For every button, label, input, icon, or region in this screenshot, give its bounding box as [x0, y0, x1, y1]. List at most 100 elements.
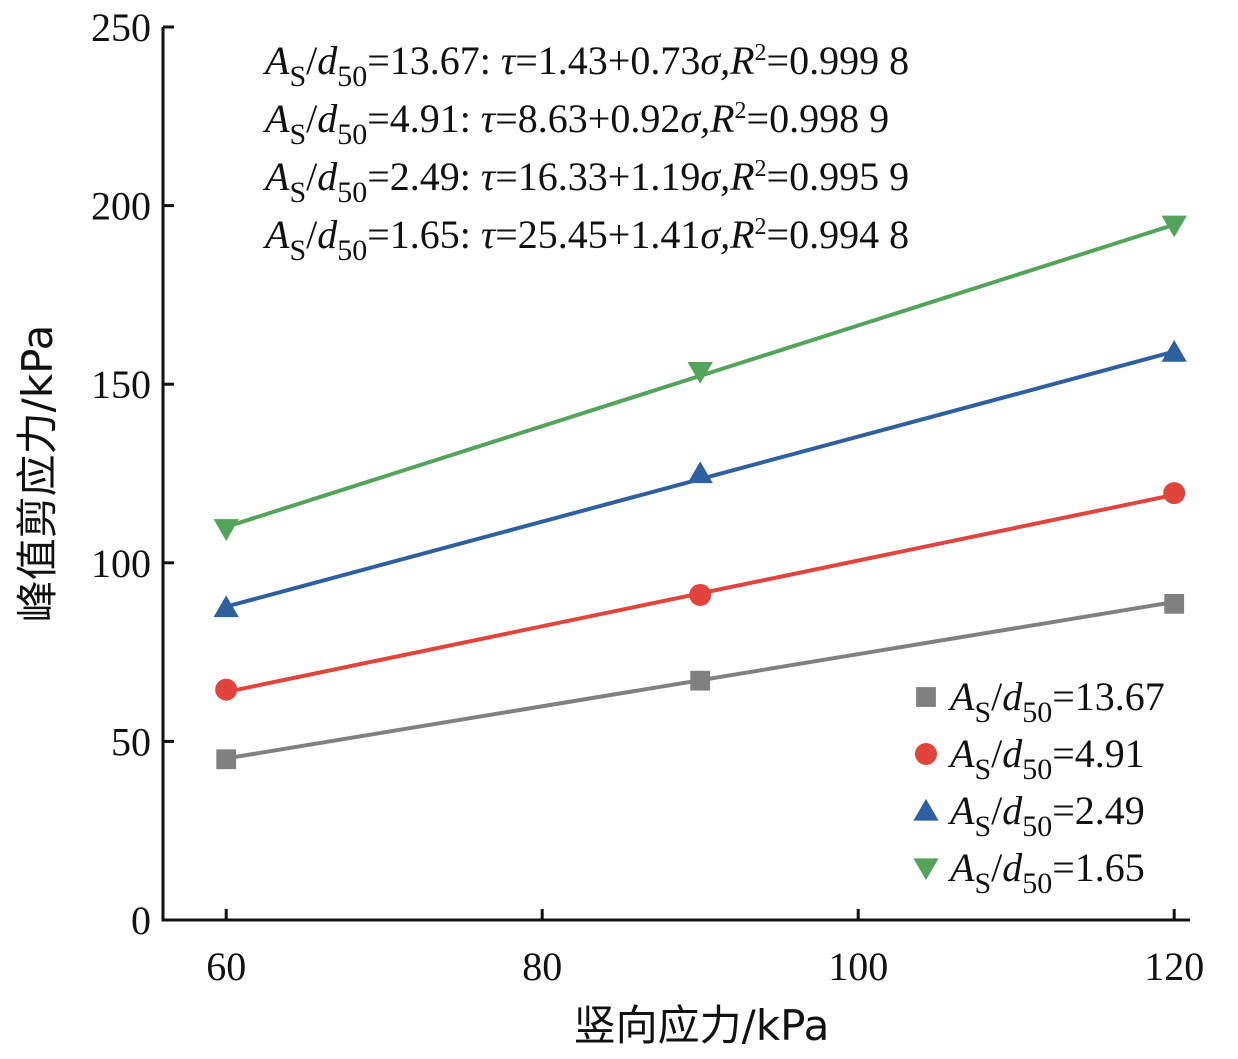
eq-a: A — [262, 154, 290, 199]
legend-value: =13.67 — [1052, 674, 1165, 719]
data-point-series-2 — [215, 678, 238, 701]
eq-sub-s: S — [289, 118, 306, 151]
legend-label-series-4: AS/d50=1.65 — [947, 845, 1145, 900]
eq-sq: 2 — [755, 214, 767, 240]
data-point-series-4 — [687, 362, 713, 384]
legend-d: d — [1002, 845, 1023, 890]
eq-slash: / — [306, 96, 318, 141]
eq-sq: 2 — [755, 40, 767, 66]
legend-marker-series-2 — [915, 743, 937, 765]
eq-sub-50: 50 — [337, 234, 367, 267]
data-point-series-1 — [690, 670, 711, 691]
legend-sub-s: S — [974, 810, 991, 843]
eq-r2: =0.994 8 — [767, 212, 910, 257]
equation-series-4: AS/d50=1.65: τ=25.45+1.41σ,R2=0.994 8 — [262, 212, 909, 267]
eq-tau: τ — [501, 38, 517, 83]
eq-d: d — [317, 212, 338, 257]
eq-sq: 2 — [755, 156, 767, 182]
legend-value: =1.65 — [1052, 845, 1145, 890]
y-tick-label: 200 — [91, 184, 151, 229]
eq-prefix: =13.67: — [367, 38, 501, 83]
plot-area — [213, 215, 1187, 770]
x-tick-label: 80 — [522, 944, 562, 989]
legend-label-series-3: AS/d50=2.49 — [947, 788, 1145, 843]
legend-slash: / — [991, 845, 1003, 890]
eq-sigma: σ — [700, 212, 721, 257]
equation-series-3: AS/d50=2.49: τ=16.33+1.19σ,R2=0.995 9 — [262, 154, 909, 209]
y-tick-label: 250 — [91, 5, 151, 50]
data-point-series-3 — [1161, 339, 1187, 362]
legend-label-series-1: AS/d50=13.67 — [947, 674, 1165, 729]
eq-sub-s: S — [289, 176, 306, 209]
eq-sub-s: S — [289, 234, 306, 267]
y-tick-label: 50 — [111, 719, 151, 764]
legend-sub-s: S — [974, 696, 991, 729]
y-tick-label: 100 — [91, 541, 151, 586]
eq-sq: 2 — [735, 98, 747, 124]
eq-d: d — [317, 96, 338, 141]
legend-a: A — [947, 674, 975, 719]
eq-prefix: =2.49: — [367, 154, 481, 199]
legend-marker-series-3 — [913, 798, 939, 821]
y-axis-title: 峰值剪应力/kPa — [13, 325, 62, 623]
legend: AS/d50=13.67AS/d50=4.91AS/d50=2.49AS/d50… — [913, 674, 1165, 900]
legend-sub-s: S — [974, 753, 991, 786]
data-point-series-2 — [1163, 482, 1186, 505]
eq-sub-50: 50 — [337, 118, 367, 151]
equation-series-1: AS/d50=13.67: τ=1.43+0.73σ,R2=0.999 8 — [262, 38, 909, 93]
legend-d: d — [1002, 788, 1023, 833]
eq-r: ,R — [700, 96, 734, 141]
legend-label-series-2: AS/d50=4.91 — [947, 731, 1145, 786]
legend-d: d — [1002, 731, 1023, 776]
eq-prefix: =4.91: — [367, 96, 481, 141]
legend-slash: / — [991, 674, 1003, 719]
eq-slash: / — [306, 212, 318, 257]
legend-sub-50: 50 — [1022, 696, 1052, 729]
regression-equations: AS/d50=13.67: τ=1.43+0.73σ,R2=0.999 8AS/… — [262, 38, 909, 267]
eq-tau: τ — [481, 96, 497, 141]
y-tick-label: 0 — [131, 898, 151, 943]
eq-sigma: σ — [700, 38, 721, 83]
eq-d: d — [317, 38, 338, 83]
x-tick-label: 60 — [206, 944, 246, 989]
eq-slash: / — [306, 154, 318, 199]
eq-sub-s: S — [289, 60, 306, 93]
data-point-series-4 — [213, 519, 239, 541]
eq-sub-50: 50 — [337, 176, 367, 209]
data-point-series-3 — [687, 461, 713, 484]
legend-sub-s: S — [974, 867, 991, 900]
eq-r: ,R — [720, 212, 754, 257]
data-point-series-4 — [1161, 215, 1187, 238]
eq-r2: =0.995 9 — [767, 154, 910, 199]
data-point-series-2 — [689, 583, 712, 606]
eq-tau: τ — [481, 212, 497, 257]
y-tick-label: 150 — [91, 362, 151, 407]
eq-r2: =0.999 8 — [767, 38, 910, 83]
eq-slash: / — [306, 38, 318, 83]
x-tick-label: 100 — [828, 944, 888, 989]
eq-a: A — [262, 212, 290, 257]
legend-a: A — [947, 788, 975, 833]
legend-sub-50: 50 — [1022, 753, 1052, 786]
eq-sub-50: 50 — [337, 60, 367, 93]
legend-sub-50: 50 — [1022, 810, 1052, 843]
legend-slash: / — [991, 731, 1003, 776]
legend-marker-series-4 — [913, 858, 939, 881]
eq-sigma: σ — [700, 154, 721, 199]
data-point-series-3 — [213, 595, 239, 618]
eq-sigma: σ — [680, 96, 701, 141]
eq-r: ,R — [720, 154, 754, 199]
legend-slash: / — [991, 788, 1003, 833]
equation-series-2: AS/d50=4.91: τ=8.63+0.92σ,R2=0.998 9 — [262, 96, 889, 151]
x-tick-label: 120 — [1144, 944, 1204, 989]
legend-a: A — [947, 845, 975, 890]
legend-sub-50: 50 — [1022, 867, 1052, 900]
eq-a: A — [262, 38, 290, 83]
legend-value: =2.49 — [1052, 788, 1145, 833]
eq-tau: τ — [481, 154, 497, 199]
eq-r: ,R — [720, 38, 754, 83]
data-point-series-1 — [1164, 593, 1185, 614]
legend-a: A — [947, 731, 975, 776]
